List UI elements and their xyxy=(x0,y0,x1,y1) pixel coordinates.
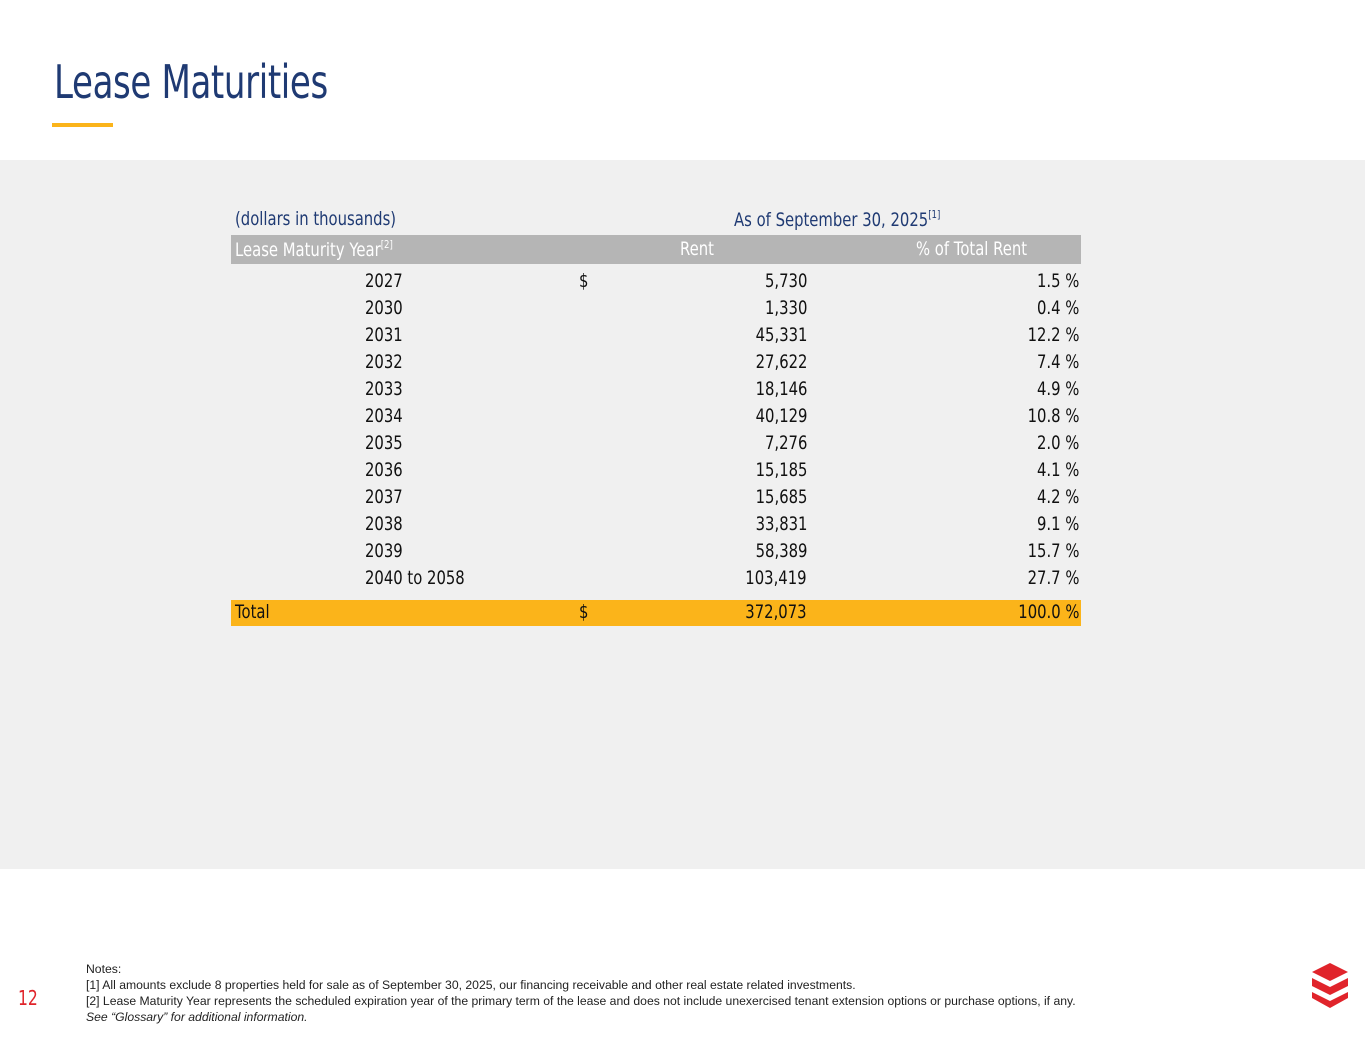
note-2: [2] Lease Maturity Year represents the s… xyxy=(86,994,1076,1008)
row-pct: 12.2 % xyxy=(1027,324,1079,346)
row-year: 2030 xyxy=(365,297,403,319)
header-rent: Rent xyxy=(680,238,714,260)
table-row: 2030 1,330 0.4 % xyxy=(231,295,1081,322)
table-row: 2040 to 2058 103,419 27.7 % xyxy=(231,565,1081,592)
row-pct: 10.8 % xyxy=(1027,405,1079,427)
row-pct: 0.4 % xyxy=(1036,297,1079,319)
row-year: 2035 xyxy=(365,432,403,454)
table-row: 2035 7,276 2.0 % xyxy=(231,430,1081,457)
table-row: 2038 33,831 9.1 % xyxy=(231,511,1081,538)
row-rent: 15,185 xyxy=(755,459,807,481)
row-rent: 33,831 xyxy=(755,513,807,535)
date-footnote-ref: [1] xyxy=(928,208,941,221)
glossary-note: See “Glossary” for additional informatio… xyxy=(86,1010,308,1024)
notes-heading: Notes: xyxy=(86,962,122,976)
row-year: 2039 xyxy=(365,540,403,562)
row-rent: 58,389 xyxy=(755,540,807,562)
row-rent: 27,622 xyxy=(755,351,807,373)
row-pct: 4.2 % xyxy=(1036,486,1079,508)
header-lease-maturity-year: Lease Maturity Year[2] xyxy=(235,238,393,261)
row-currency-symbol: $ xyxy=(579,270,589,292)
units-caption: (dollars in thousands) xyxy=(235,208,397,230)
total-currency-symbol: $ xyxy=(579,601,589,623)
row-pct: 4.1 % xyxy=(1036,459,1079,481)
row-rent: 15,685 xyxy=(755,486,807,508)
row-year: 2040 to 2058 xyxy=(365,567,465,589)
row-pct: 27.7 % xyxy=(1027,567,1079,589)
total-label: Total xyxy=(235,601,270,623)
table-row: 2036 15,185 4.1 % xyxy=(231,457,1081,484)
total-row: Total $ 372,073 100.0 % xyxy=(231,600,1081,626)
table-row: 2033 18,146 4.9 % xyxy=(231,376,1081,403)
row-pct: 9.1 % xyxy=(1036,513,1079,535)
table-row: 2034 40,129 10.8 % xyxy=(231,403,1081,430)
row-pct: 15.7 % xyxy=(1027,540,1079,562)
table-row: 2027 $ 5,730 1.5 % xyxy=(231,268,1081,295)
table-body: 2027 $ 5,730 1.5 % 2030 1,330 0.4 % 2031… xyxy=(231,268,1081,592)
row-year: 2036 xyxy=(365,459,403,481)
row-rent: 40,129 xyxy=(755,405,807,427)
table-row: 2037 15,685 4.2 % xyxy=(231,484,1081,511)
row-rent: 1,330 xyxy=(764,297,807,319)
table-row: 2039 58,389 15.7 % xyxy=(231,538,1081,565)
row-year: 2031 xyxy=(365,324,403,346)
row-pct: 1.5 % xyxy=(1036,270,1079,292)
date-caption: As of September 30, 2025[1] xyxy=(734,208,941,231)
total-pct: 100.0 % xyxy=(1017,601,1079,623)
row-rent: 18,146 xyxy=(755,378,807,400)
year-footnote-ref: [2] xyxy=(380,238,393,251)
note-1: [1] All amounts exclude 8 properties hel… xyxy=(86,978,856,992)
content-panel: (dollars in thousands) As of September 3… xyxy=(0,160,1365,869)
row-rent: 7,276 xyxy=(764,432,807,454)
row-rent: 45,331 xyxy=(755,324,807,346)
footnotes: Notes: [1] All amounts exclude 8 propert… xyxy=(86,961,1286,1025)
row-rent: 103,419 xyxy=(745,567,807,589)
table-row: 2031 45,331 12.2 % xyxy=(231,322,1081,349)
table-row: 2032 27,622 7.4 % xyxy=(231,349,1081,376)
title-underline xyxy=(52,123,113,127)
company-logo-icon xyxy=(1312,963,1348,1008)
total-rent: 372,073 xyxy=(745,601,807,623)
row-year: 2033 xyxy=(365,378,403,400)
row-year: 2027 xyxy=(365,270,403,292)
row-year: 2037 xyxy=(365,486,403,508)
page-title: Lease Maturities xyxy=(54,55,328,109)
row-year: 2032 xyxy=(365,351,403,373)
row-year: 2034 xyxy=(365,405,403,427)
row-pct: 7.4 % xyxy=(1036,351,1079,373)
row-pct: 4.9 % xyxy=(1036,378,1079,400)
table-header: Lease Maturity Year[2] Rent % of Total R… xyxy=(231,235,1081,264)
row-rent: 5,730 xyxy=(764,270,807,292)
header-pct-total-rent: % of Total Rent xyxy=(916,238,1028,260)
row-pct: 2.0 % xyxy=(1036,432,1079,454)
row-year: 2038 xyxy=(365,513,403,535)
page-number: 12 xyxy=(18,986,38,1010)
